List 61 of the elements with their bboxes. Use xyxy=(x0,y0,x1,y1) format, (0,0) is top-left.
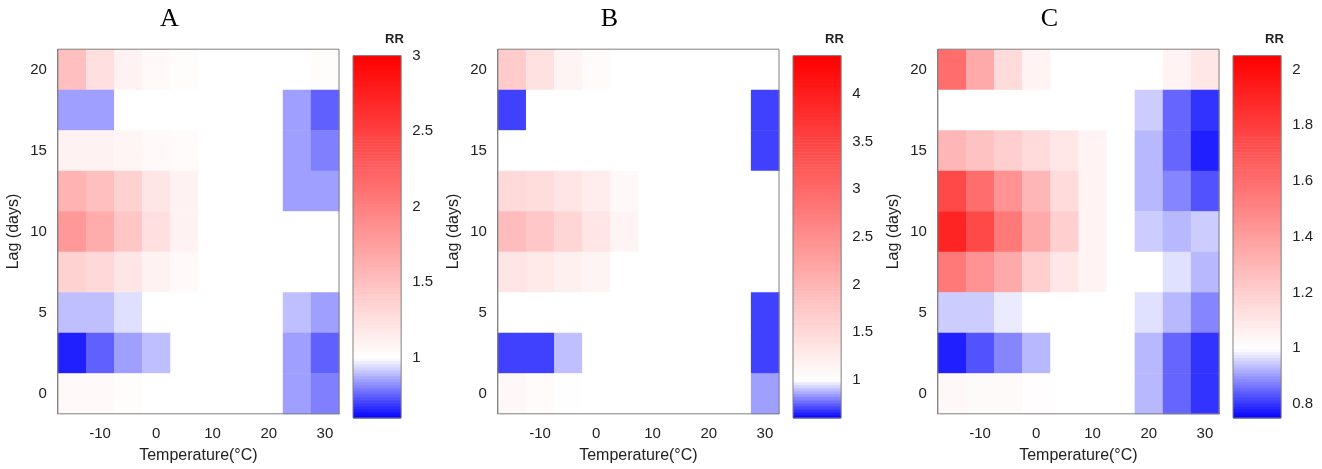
x-tick-label: 0 xyxy=(1032,423,1041,441)
color-bar-label: 1 xyxy=(1292,338,1301,356)
color-bar-label: 1.6 xyxy=(1292,171,1314,189)
x-tick-label: 10 xyxy=(644,423,661,441)
y-axis-title: Lag (days) xyxy=(4,193,22,270)
color-bar-label: 1 xyxy=(412,347,421,365)
color-bar-label: 0.8 xyxy=(1292,394,1314,412)
y-tick-label: 15 xyxy=(470,140,487,158)
color-bar-label: 2 xyxy=(412,196,421,214)
y-axis-title: Lag (days) xyxy=(884,193,902,270)
x-tick-label: 20 xyxy=(700,423,718,441)
color-bar-label: 2.5 xyxy=(412,121,434,139)
color-bar-label: 1.4 xyxy=(1292,226,1314,244)
y-tick-label: 0 xyxy=(918,383,927,401)
color-bar-label: 3 xyxy=(412,45,421,63)
x-tick-label: 30 xyxy=(316,423,334,441)
y-tick-label: 10 xyxy=(470,221,487,239)
color-bar-label: 2.5 xyxy=(852,226,874,244)
color-bar-label: 3 xyxy=(852,179,861,197)
color-bar-label: 2 xyxy=(852,274,861,292)
color-bar-title: RR xyxy=(1265,31,1285,47)
x-axis-title: Temperature(°C) xyxy=(579,445,698,463)
color-bar-label: 1 xyxy=(852,369,861,387)
x-axis-title: Temperature(°C) xyxy=(139,445,258,463)
y-tick-label: 5 xyxy=(478,302,487,320)
color-bar-label: 1.2 xyxy=(1292,282,1314,300)
y-tick-label: 5 xyxy=(38,302,47,320)
x-tick-label: 20 xyxy=(1140,423,1158,441)
y-tick-label: 5 xyxy=(918,302,927,320)
color-bar-label: 1.5 xyxy=(852,322,874,340)
x-tick-label: -10 xyxy=(529,423,551,441)
color-bar-label: 3.5 xyxy=(852,131,874,149)
color-bar-label: 4 xyxy=(852,83,861,101)
x-tick-label: 20 xyxy=(260,423,278,441)
chart-title: A xyxy=(160,3,180,33)
chart-title: B xyxy=(600,3,619,33)
y-axis-title: Lag (days) xyxy=(444,193,462,270)
color-bar-label: 1.5 xyxy=(412,272,434,290)
y-tick-label: 20 xyxy=(30,59,47,77)
x-tick-label: 0 xyxy=(592,423,601,441)
x-tick-label: 10 xyxy=(1084,423,1101,441)
y-tick-label: 20 xyxy=(470,59,487,77)
color-bar-label: 1.8 xyxy=(1292,115,1314,133)
y-tick-label: 15 xyxy=(30,140,47,158)
x-tick-label: -10 xyxy=(969,423,991,441)
y-tick-label: 15 xyxy=(910,140,927,158)
y-tick-label: 20 xyxy=(910,59,927,77)
x-axis-title: Temperature(°C) xyxy=(1019,445,1138,463)
x-tick-label: 10 xyxy=(204,423,221,441)
x-tick-label: 30 xyxy=(756,423,774,441)
x-tick-label: -10 xyxy=(89,423,111,441)
x-tick-label: 0 xyxy=(152,423,161,441)
y-tick-label: 0 xyxy=(38,383,47,401)
x-tick-label: 30 xyxy=(1196,423,1214,441)
chart-title: C xyxy=(1040,3,1059,33)
color-bar-label: 2 xyxy=(1292,59,1301,77)
y-tick-label: 0 xyxy=(478,383,487,401)
y-tick-label: 10 xyxy=(30,221,47,239)
color-bar-title: RR xyxy=(385,31,405,47)
color-bar-title: RR xyxy=(825,31,845,47)
y-tick-label: 10 xyxy=(910,221,927,239)
